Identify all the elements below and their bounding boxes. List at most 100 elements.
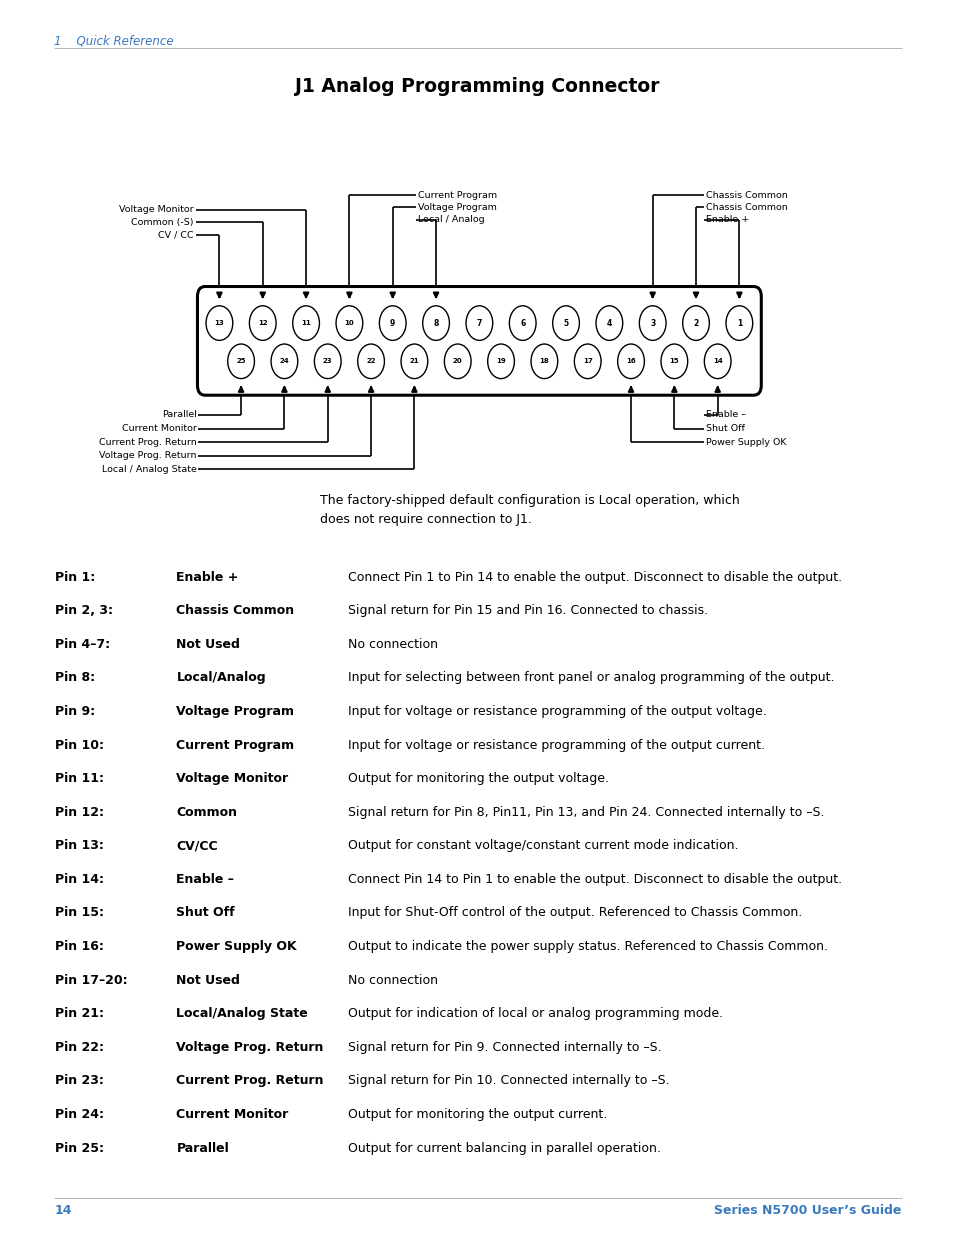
Text: 13: 13: [214, 320, 224, 326]
Circle shape: [335, 306, 362, 341]
Text: Voltage Monitor: Voltage Monitor: [176, 772, 289, 785]
Text: Pin 17–20:: Pin 17–20:: [55, 973, 128, 987]
Text: 20: 20: [453, 358, 462, 364]
Text: 11: 11: [301, 320, 311, 326]
Text: Input for Shut-Off control of the output. Referenced to Chassis Common.: Input for Shut-Off control of the output…: [348, 906, 801, 920]
Text: Shut Off: Shut Off: [705, 424, 744, 433]
Circle shape: [314, 345, 341, 379]
Text: Signal return for Pin 8, Pin11, Pin 13, and Pin 24. Connected internally to –S.: Signal return for Pin 8, Pin11, Pin 13, …: [348, 805, 823, 819]
Text: Output to indicate the power supply status. Referenced to Chassis Common.: Output to indicate the power supply stat…: [348, 940, 827, 953]
Text: 15: 15: [669, 358, 679, 364]
Circle shape: [682, 306, 709, 341]
Circle shape: [357, 345, 384, 379]
Text: J1 Analog Programming Connector: J1 Analog Programming Connector: [294, 77, 659, 95]
Text: Pin 15:: Pin 15:: [55, 906, 104, 920]
Text: 4: 4: [606, 319, 612, 327]
Circle shape: [228, 345, 254, 379]
Text: Pin 11:: Pin 11:: [55, 772, 104, 785]
Circle shape: [465, 306, 492, 341]
Circle shape: [531, 345, 558, 379]
Text: Voltage Prog. Return: Voltage Prog. Return: [99, 451, 196, 461]
Text: Chassis Common: Chassis Common: [705, 190, 787, 200]
Circle shape: [703, 345, 730, 379]
Circle shape: [639, 306, 665, 341]
Circle shape: [271, 345, 297, 379]
Text: Output for current balancing in parallel operation.: Output for current balancing in parallel…: [348, 1141, 660, 1155]
Text: 24: 24: [279, 358, 289, 364]
Text: Signal return for Pin 15 and Pin 16. Connected to chassis.: Signal return for Pin 15 and Pin 16. Con…: [348, 604, 707, 618]
Text: Power Supply OK: Power Supply OK: [176, 940, 296, 953]
Text: Enable +: Enable +: [176, 571, 238, 584]
Text: Pin 1:: Pin 1:: [55, 571, 95, 584]
Text: 16: 16: [625, 358, 636, 364]
Text: Pin 4–7:: Pin 4–7:: [55, 637, 111, 651]
Text: Current Monitor: Current Monitor: [176, 1108, 289, 1121]
Text: Current Monitor: Current Monitor: [122, 424, 196, 433]
Text: Parallel: Parallel: [161, 410, 196, 420]
Text: Local / Analog: Local / Analog: [417, 215, 484, 225]
Text: Chassis Common: Chassis Common: [705, 203, 787, 212]
Text: Pin 8:: Pin 8:: [55, 672, 95, 684]
Text: 8: 8: [433, 319, 438, 327]
Text: Connect Pin 1 to Pin 14 to enable the output. Disconnect to disable the output.: Connect Pin 1 to Pin 14 to enable the ou…: [348, 571, 841, 584]
Text: CV/CC: CV/CC: [176, 840, 218, 852]
Text: Not Used: Not Used: [176, 973, 240, 987]
Text: 25: 25: [236, 358, 246, 364]
Text: 14: 14: [712, 358, 721, 364]
Text: Pin 14:: Pin 14:: [55, 873, 104, 885]
Text: Output for indication of local or analog programming mode.: Output for indication of local or analog…: [348, 1008, 722, 1020]
Text: Pin 22:: Pin 22:: [55, 1041, 104, 1053]
Circle shape: [660, 345, 687, 379]
Text: Output for constant voltage/constant current mode indication.: Output for constant voltage/constant cur…: [348, 840, 738, 852]
Text: Enable –: Enable –: [705, 410, 745, 420]
Text: Output for monitoring the output current.: Output for monitoring the output current…: [348, 1108, 607, 1121]
Text: 5: 5: [563, 319, 568, 327]
Text: 12: 12: [257, 320, 267, 326]
Circle shape: [293, 306, 319, 341]
Text: Common: Common: [176, 805, 237, 819]
Text: Power Supply OK: Power Supply OK: [705, 437, 785, 447]
Text: Local/Analog State: Local/Analog State: [176, 1008, 308, 1020]
Text: 3: 3: [649, 319, 655, 327]
Text: Pin 9:: Pin 9:: [55, 705, 95, 718]
Text: Output for monitoring the output voltage.: Output for monitoring the output voltage…: [348, 772, 609, 785]
Text: CV / CC: CV / CC: [158, 230, 193, 240]
Text: Pin 16:: Pin 16:: [55, 940, 104, 953]
Text: Pin 25:: Pin 25:: [55, 1141, 104, 1155]
Text: Pin 24:: Pin 24:: [55, 1108, 104, 1121]
Text: Signal return for Pin 9. Connected internally to –S.: Signal return for Pin 9. Connected inter…: [348, 1041, 661, 1053]
Text: The factory-shipped default configuration is Local operation, which
does not req: The factory-shipped default configuratio…: [319, 494, 739, 526]
Text: Local/Analog: Local/Analog: [176, 672, 266, 684]
Text: Local / Analog State: Local / Analog State: [102, 464, 196, 474]
Text: Series N5700 User’s Guide: Series N5700 User’s Guide: [714, 1204, 901, 1218]
FancyBboxPatch shape: [197, 287, 760, 395]
Text: Input for voltage or resistance programming of the output current.: Input for voltage or resistance programm…: [348, 739, 764, 752]
Circle shape: [400, 345, 427, 379]
Text: Chassis Common: Chassis Common: [176, 604, 294, 618]
Text: 23: 23: [322, 358, 333, 364]
Circle shape: [249, 306, 275, 341]
Text: 17: 17: [582, 358, 592, 364]
Text: 10: 10: [344, 320, 354, 326]
Text: Connect Pin 14 to Pin 1 to enable the output. Disconnect to disable the output.: Connect Pin 14 to Pin 1 to enable the ou…: [348, 873, 841, 885]
Text: Enable +: Enable +: [705, 215, 748, 225]
Text: 21: 21: [409, 358, 418, 364]
Text: Voltage Program: Voltage Program: [417, 203, 497, 212]
Text: Voltage Prog. Return: Voltage Prog. Return: [176, 1041, 323, 1053]
Text: Current Program: Current Program: [176, 739, 294, 752]
Text: Current Prog. Return: Current Prog. Return: [99, 437, 196, 447]
Circle shape: [206, 306, 233, 341]
Text: 7: 7: [476, 319, 481, 327]
Circle shape: [487, 345, 514, 379]
Text: Pin 10:: Pin 10:: [55, 739, 104, 752]
Text: Input for selecting between front panel or analog programming of the output.: Input for selecting between front panel …: [348, 672, 834, 684]
Text: 1: 1: [736, 319, 741, 327]
Circle shape: [509, 306, 536, 341]
Circle shape: [444, 345, 471, 379]
Text: 22: 22: [366, 358, 375, 364]
Text: Parallel: Parallel: [176, 1141, 229, 1155]
Text: 9: 9: [390, 319, 395, 327]
Text: 2: 2: [693, 319, 698, 327]
Circle shape: [596, 306, 622, 341]
Text: Common (-S): Common (-S): [131, 217, 193, 227]
